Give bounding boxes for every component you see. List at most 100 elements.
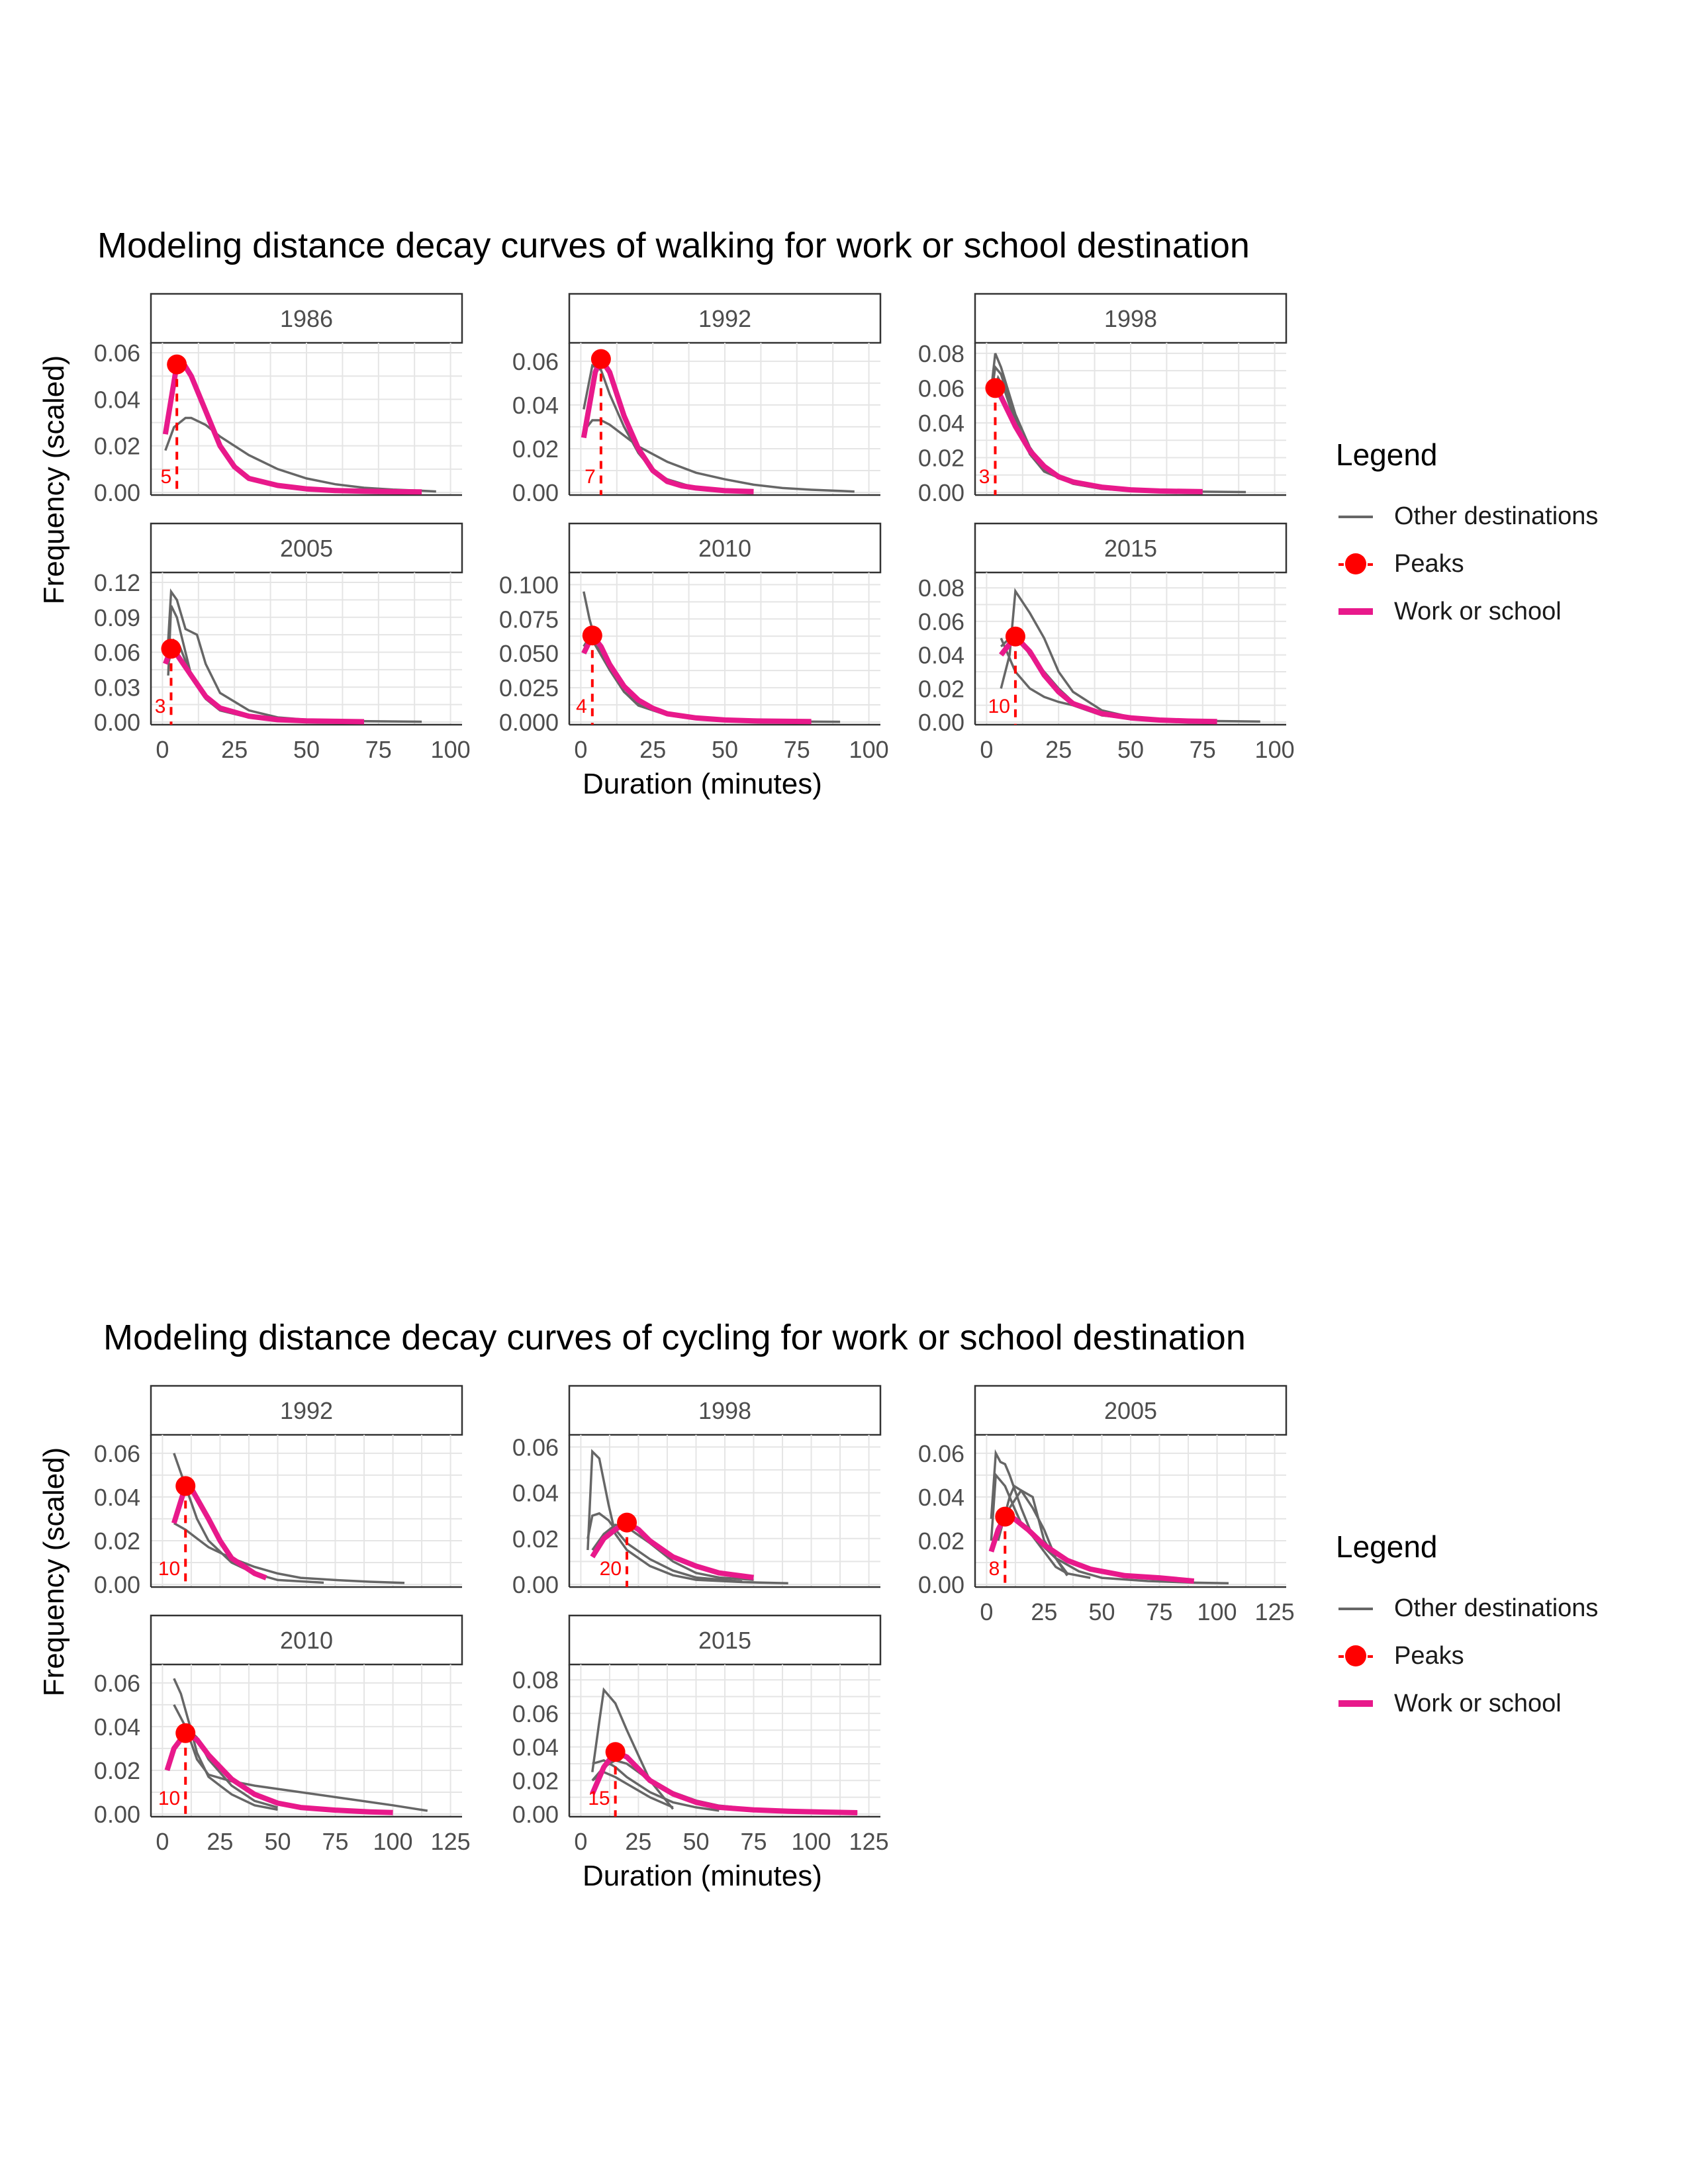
y-tick-label: 0.075: [499, 606, 559, 633]
facet-strip: [568, 1385, 882, 1436]
x-tick-label: 75: [740, 1828, 767, 1855]
legend-item-other-destinations: Other destinations: [1336, 492, 1598, 540]
peak-point: [590, 349, 611, 369]
cycling-x-axis-label: Duration (minutes): [583, 1860, 822, 1892]
peak-label: 7: [585, 466, 596, 488]
cycling-panel-2010: 2010 0.00 0.02 0.04 0.06 0 25 50 75 100 125 10: [94, 1614, 471, 1855]
walking-legend: Legend Other destinations Peaks Work or …: [1336, 437, 1598, 635]
cycling-chart-title: Modeling distance decay curves of cyclin…: [103, 1318, 1246, 1357]
legend-label-other: Other destinations: [1394, 1594, 1599, 1622]
y-tick-label: 0.00: [918, 709, 964, 736]
y-tick-label: 0.02: [918, 675, 964, 702]
peak-label: 4: [576, 696, 587, 717]
y-tick-label: 0.04: [512, 1734, 559, 1761]
peak-point: [175, 1476, 196, 1496]
x-tick-label: 0: [574, 1828, 587, 1855]
facet-strip-label: 1992: [280, 1397, 333, 1424]
cycling-figure: Modeling distance decay curves of cyclin…: [0, 1310, 1688, 1972]
x-tick-label: 50: [293, 736, 320, 763]
y-tick-label: 0.06: [512, 348, 559, 375]
legend-title: Legend: [1336, 1529, 1438, 1564]
y-tick-label: 0.04: [512, 1480, 559, 1507]
walking-figure: Modeling distance decay curves of walkin…: [0, 218, 1688, 880]
x-tick-label: 0: [156, 736, 169, 763]
legend-label-peaks: Peaks: [1394, 1641, 1464, 1670]
x-tick-label: 50: [712, 736, 738, 763]
y-tick-label: 0.08: [918, 340, 964, 367]
walking-x-axis-label: Duration (minutes): [583, 768, 822, 800]
other-destinations-line: [167, 588, 422, 723]
x-tick-label: 25: [1045, 736, 1072, 763]
legend-key-pink-line: [1336, 1690, 1376, 1717]
facet-strip-label: 2005: [280, 535, 333, 562]
y-tick-label: 0.06: [918, 375, 964, 402]
y-tick-label: 0.02: [512, 1525, 559, 1553]
walking-chart-title: Modeling distance decay curves of walkin…: [97, 226, 1250, 265]
y-tick-label: 0.02: [512, 1767, 559, 1794]
y-tick-label: 0.02: [918, 444, 964, 471]
y-tick-label: 0.03: [94, 674, 140, 701]
y-tick-label: 0.100: [499, 571, 559, 598]
peak-label: 10: [988, 696, 1010, 717]
y-tick-label: 0.00: [918, 479, 964, 506]
x-tick-label: 25: [207, 1828, 233, 1855]
x-tick-label: 0: [574, 736, 587, 763]
legend-key-grey-line: [1336, 1595, 1376, 1621]
facet-strip-label: 2015: [698, 1627, 751, 1654]
legend-key-red-point: [1336, 1643, 1376, 1669]
peak-label: 15: [588, 1788, 610, 1809]
legend-item-work-or-school: Work or school: [1336, 588, 1598, 635]
other-destinations-line: [991, 364, 1131, 492]
y-tick-label: 0.06: [512, 1433, 559, 1461]
facet-strip-label: 2010: [698, 535, 751, 562]
y-tick-label: 0.02: [918, 1527, 964, 1555]
facet-strip-label: 2010: [280, 1627, 333, 1654]
legend-key-pink-line: [1336, 598, 1376, 625]
peak-point: [985, 378, 1006, 398]
facet-strip: [150, 1385, 463, 1436]
y-tick-label: 0.02: [94, 433, 140, 460]
facet-strip-label: 1998: [698, 1397, 751, 1424]
facet-strip-label: 1998: [1104, 305, 1157, 332]
y-tick-label: 0.00: [512, 1571, 559, 1598]
x-tick-label: 50: [264, 1828, 291, 1855]
other-destinations-line: [586, 1449, 788, 1585]
peak-point: [1005, 626, 1025, 647]
legend-item-work-or-school: Work or school: [1336, 1680, 1598, 1727]
x-tick-label: 125: [431, 1828, 471, 1855]
y-tick-label: 0.06: [94, 1440, 140, 1467]
y-tick-label: 0.04: [918, 410, 964, 437]
walking-panel-1998: 1998 0.00 0.02 0.04 0.06 0.08 3: [918, 293, 1288, 506]
x-tick-label: 125: [1255, 1598, 1295, 1625]
legend-title: Legend: [1336, 437, 1438, 472]
y-tick-label: 0.00: [512, 1801, 559, 1828]
peak-point: [605, 1742, 626, 1762]
cycling-panel-1998: 1998 0.00 0.02 0.04 0.06 20: [512, 1385, 882, 1598]
peak-point: [175, 1723, 196, 1743]
walking-panels-svg: 1986 0.00 0.02 0.04 0.06 5 1992 0.00 0.02 0.04 0.0…: [94, 293, 1295, 763]
cycling-panel-2015: 2015 0.00 0.02 0.04 0.06 0.08 0 25 50 75 100 125 15: [512, 1614, 889, 1855]
facet-strip: [150, 522, 463, 574]
peak-label: 10: [158, 1558, 180, 1580]
x-tick-label: 75: [1190, 736, 1216, 763]
y-tick-label: 0.02: [512, 435, 559, 463]
other-destinations-line: [583, 591, 841, 723]
x-tick-label: 75: [784, 736, 810, 763]
facet-strip-label: 2015: [1104, 535, 1157, 562]
cycling-panel-1992: 1992 0.00 0.02 0.04 0.06 10: [94, 1385, 463, 1598]
x-tick-label: 125: [849, 1828, 889, 1855]
work-or-school-line: [988, 1514, 1195, 1584]
other-destinations-line: [173, 1522, 405, 1584]
peak-label: 10: [158, 1788, 180, 1809]
y-tick-label: 0.00: [94, 479, 140, 506]
facet-strip: [568, 1614, 882, 1666]
y-tick-label: 0.000: [499, 709, 559, 736]
y-tick-label: 0.050: [499, 640, 559, 667]
work-or-school-line: [163, 646, 365, 725]
legend-key-red-point: [1336, 551, 1376, 577]
cycling-panel-2005: 2005 0.00 0.02 0.04 0.06 0 25 50 75 100 125 8: [918, 1385, 1295, 1625]
y-tick-label: 0.04: [94, 1713, 140, 1741]
peak-label: 5: [160, 466, 171, 488]
y-tick-label: 0.08: [512, 1666, 559, 1694]
x-tick-label: 100: [849, 736, 889, 763]
